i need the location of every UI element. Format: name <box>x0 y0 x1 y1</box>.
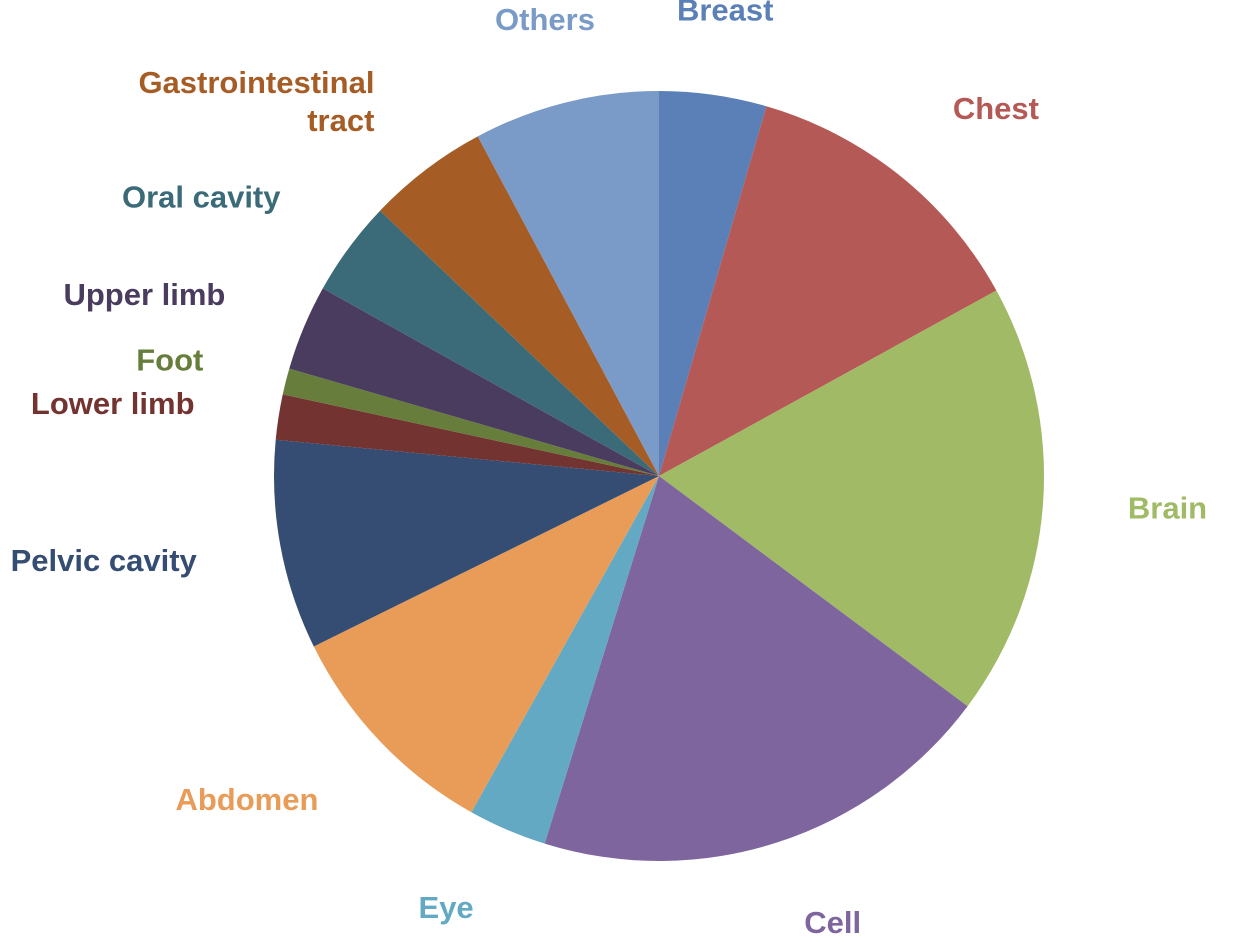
label-oral-cavity: Oral cavity <box>122 179 281 214</box>
label-line: Chest <box>953 91 1039 126</box>
slice-cell <box>544 476 968 861</box>
label-gastrointestinal-tract: Gastrointestinal tract <box>138 65 374 138</box>
label-line: Upper limb <box>63 277 225 312</box>
slice-oral-cavity <box>322 210 659 477</box>
label-upper-limb: Upper limb <box>63 277 225 312</box>
label-line: Foot <box>136 343 203 378</box>
slice-foot <box>282 368 659 476</box>
pie-labels: Breast Chest Brain Cell Eye Abdomen Pelvic cav… <box>11 0 1207 940</box>
label-cell: Cell <box>804 905 861 940</box>
label-line: Gastrointestinal <box>138 65 374 100</box>
label-line: Lower limb <box>31 386 195 421</box>
slice-eye <box>471 476 659 844</box>
slice-pelvic-cavity <box>274 439 659 647</box>
label-foot: Foot <box>136 343 203 378</box>
slice-brain <box>659 290 1044 707</box>
pie-slices <box>274 91 1044 861</box>
slice-lower-limb <box>275 394 659 476</box>
label-others: Others <box>495 2 595 37</box>
slice-chest <box>659 106 997 477</box>
label-line: Abdomen <box>175 782 318 817</box>
slice-gastrointestinal-tract <box>380 136 659 476</box>
label-brain: Brain <box>1128 490 1207 525</box>
slice-upper-limb <box>289 288 659 476</box>
label-line: tract <box>307 103 374 138</box>
label-line: Breast <box>677 0 774 28</box>
slice-abdomen <box>313 476 659 813</box>
label-line: Cell <box>804 905 861 940</box>
label-line: Oral cavity <box>122 179 281 214</box>
label-line: Others <box>495 2 595 37</box>
slice-others <box>477 91 659 476</box>
slice-breast <box>659 91 767 476</box>
label-lower-limb: Lower limb <box>31 386 195 421</box>
label-abdomen: Abdomen <box>175 782 318 817</box>
label-line: Eye <box>419 890 474 925</box>
label-breast: Breast <box>677 0 774 28</box>
label-eye: Eye <box>419 890 474 925</box>
label-line: Brain <box>1128 490 1207 525</box>
label-chest: Chest <box>953 91 1039 126</box>
label-pelvic-cavity: Pelvic cavity <box>11 543 198 578</box>
label-line: Pelvic cavity <box>11 543 198 578</box>
